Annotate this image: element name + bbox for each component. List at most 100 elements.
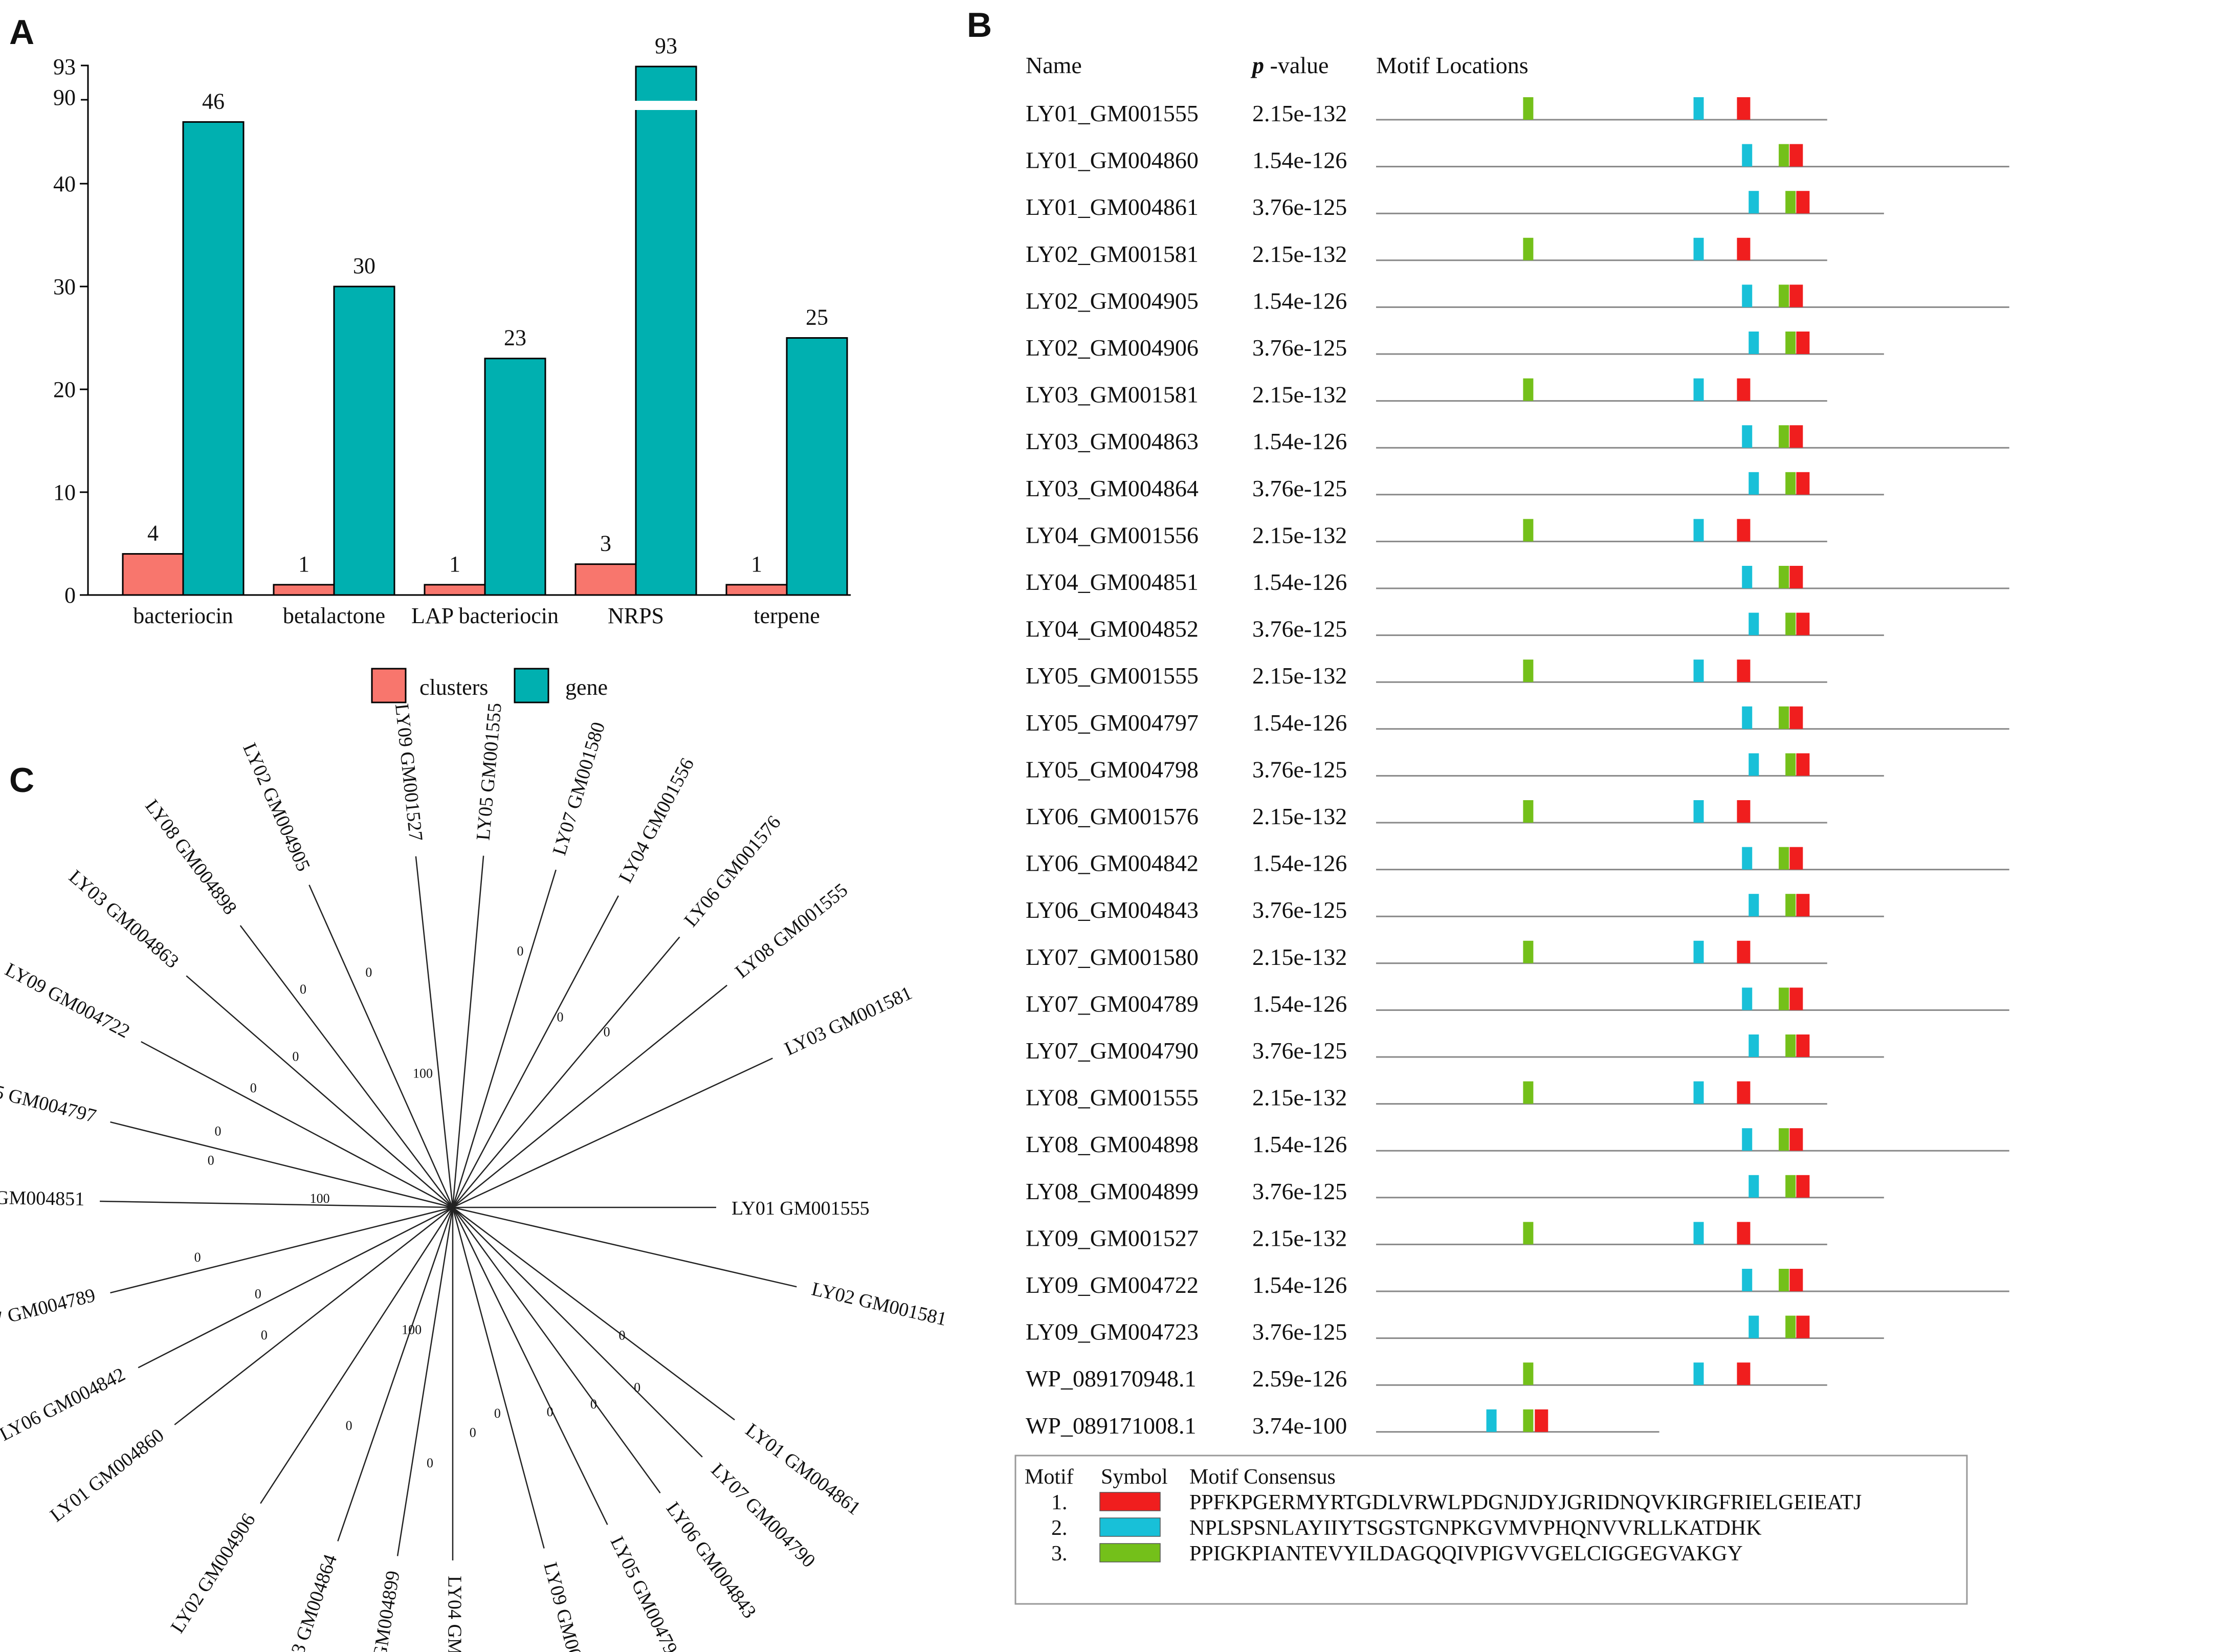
bar-gene (484, 358, 546, 596)
legend-swatch-clusters (371, 668, 407, 703)
motif3-block (1785, 191, 1796, 214)
row-p-value: 3.76e-125 (1252, 897, 1347, 923)
branch (452, 1206, 797, 1288)
table-row: LY04_GM001556 2.15e-132 (1026, 519, 1827, 548)
table-row: LY05_GM004798 3.76e-125 (1026, 753, 1884, 782)
motif2-block (1693, 1081, 1704, 1104)
row-name: WP_089170948.1 (1026, 1365, 1197, 1392)
motif3-block (1523, 237, 1534, 260)
row-name: LY04_GM004851 (1026, 569, 1199, 595)
bootstrap-label: 0 (250, 1081, 257, 1095)
leaf-label: LY01 GM001555 (732, 1198, 870, 1219)
motif3-block (1779, 1128, 1789, 1151)
header-p-suffix: -value (1264, 52, 1329, 78)
row-name: LY02_GM001581 (1026, 241, 1199, 267)
leaf-label: LY05 GM001555 (473, 702, 506, 841)
bootstrap-label: 0 (470, 1425, 476, 1440)
motif1-block (1737, 1081, 1751, 1104)
leaf-label: LY03 GM001581 (781, 982, 915, 1060)
bar-clusters-label: 1 (751, 552, 762, 577)
bootstrap-label: 0 (517, 943, 523, 958)
motif3-block (1785, 332, 1796, 354)
row-p-value: 2.15e-132 (1252, 382, 1347, 408)
motif-legend-swatch-2 (1099, 1517, 1161, 1537)
row-name: LY06_GM001576 (1026, 803, 1199, 829)
y-tick-label: 93 (53, 54, 76, 79)
branch (110, 1121, 453, 1208)
table-row: LY08_GM004899 3.76e-125 (1026, 1175, 1884, 1204)
motif2-block (1748, 894, 1759, 917)
motif2-block (1693, 940, 1704, 963)
row-p-value: 2.15e-132 (1252, 663, 1347, 689)
row-name: LY08_GM001555 (1026, 1085, 1199, 1111)
table-row: WP_089171008.1 3.74e-100 (1026, 1409, 1659, 1439)
table-row: LY07_GM004789 1.54e-126 (1026, 987, 2009, 1017)
bar-gene-label: 93 (655, 33, 677, 58)
header-name: Name (1026, 52, 1082, 78)
motif2-block (1693, 1362, 1704, 1385)
table-row: LY09_GM004722 1.54e-126 (1026, 1269, 2009, 1298)
bootstrap-label: 0 (547, 1404, 554, 1419)
table-row: LY03_GM004864 3.76e-125 (1026, 472, 1884, 501)
motif3-block (1523, 1081, 1534, 1104)
motif1-block (1789, 847, 1803, 870)
bar-gene (333, 285, 395, 596)
bootstrap-label: 0 (427, 1456, 433, 1470)
table-row: LY08_GM004898 1.54e-126 (1026, 1128, 2009, 1157)
motif-legend-swatch-1 (1099, 1492, 1161, 1511)
branch (100, 1200, 453, 1208)
bootstrap-label: 0 (214, 1124, 221, 1139)
bootstrap-label: 0 (634, 1380, 640, 1395)
table-row: LY03_GM001581 2.15e-132 (1026, 378, 1827, 408)
legend-label-clusters: clusters (419, 675, 488, 700)
leaf-label: LY07 GM001580 (548, 720, 609, 858)
bootstrap-label: 0 (300, 982, 306, 997)
motif1-block (1737, 1222, 1751, 1245)
motif1-block (1796, 612, 1810, 635)
leaf-label: LY09 GM004723 (539, 1560, 595, 1652)
motif1-block (1796, 1175, 1810, 1198)
table-row: LY07_GM004790 3.76e-125 (1026, 1034, 1884, 1064)
row-p-value: 1.54e-126 (1252, 1131, 1347, 1157)
motif3-block (1523, 519, 1534, 542)
motif-legend-index: 1. (1051, 1491, 1068, 1514)
motif2-block (1748, 1034, 1759, 1057)
motif1-block (1789, 566, 1803, 588)
branch (174, 1207, 453, 1425)
y-tick-label: 10 (53, 480, 76, 505)
motif-legend-box (1014, 1455, 1968, 1605)
row-p-value: 3.76e-125 (1252, 1038, 1347, 1064)
legend-swatch-gene (514, 668, 549, 703)
branch (396, 1207, 454, 1556)
motif1-block (1796, 191, 1810, 214)
motif3-block (1523, 800, 1534, 823)
y-tick-label: 20 (53, 377, 76, 402)
row-name: LY07_GM004790 (1026, 1038, 1199, 1064)
motif-legend-header: Motif (1025, 1465, 1074, 1489)
motif1-block (1796, 1034, 1810, 1057)
panel-label-b: B (967, 6, 992, 45)
table-row: LY01_GM004860 1.54e-126 (1026, 144, 2009, 173)
motif3-block (1523, 1362, 1534, 1385)
branch (239, 925, 453, 1208)
motif-legend-header: Symbol (1101, 1465, 1168, 1489)
motif-legend: Motif Symbol Motif Consensus 1. PPFKPGERMYRT… (1014, 1455, 1968, 1605)
x-tick-label: betalactone (283, 603, 385, 628)
motif1-block (1796, 894, 1810, 917)
leaf-label: LY06 GM004843 (662, 1498, 760, 1622)
leaf-label: LY09 GM001527 (391, 702, 427, 842)
motif2-block (1748, 332, 1759, 354)
bootstrap-label: 0 (255, 1286, 261, 1301)
branch (186, 975, 453, 1208)
bootstrap-label: 100 (413, 1066, 433, 1081)
legend-label-gene: gene (565, 675, 608, 700)
table-row: LY06_GM001576 2.15e-132 (1026, 800, 1827, 829)
row-name: LY01_GM004861 (1026, 194, 1199, 220)
motif3-block (1779, 987, 1789, 1010)
table-row: LY06_GM004843 3.76e-125 (1026, 894, 1884, 923)
motif1-block (1789, 987, 1803, 1010)
motif1-block (1789, 1269, 1803, 1291)
table-row: LY09_GM004723 3.76e-125 (1026, 1315, 1884, 1345)
leaf-label: LY08 GM004899 (361, 1569, 404, 1652)
bar-clusters (424, 584, 486, 596)
